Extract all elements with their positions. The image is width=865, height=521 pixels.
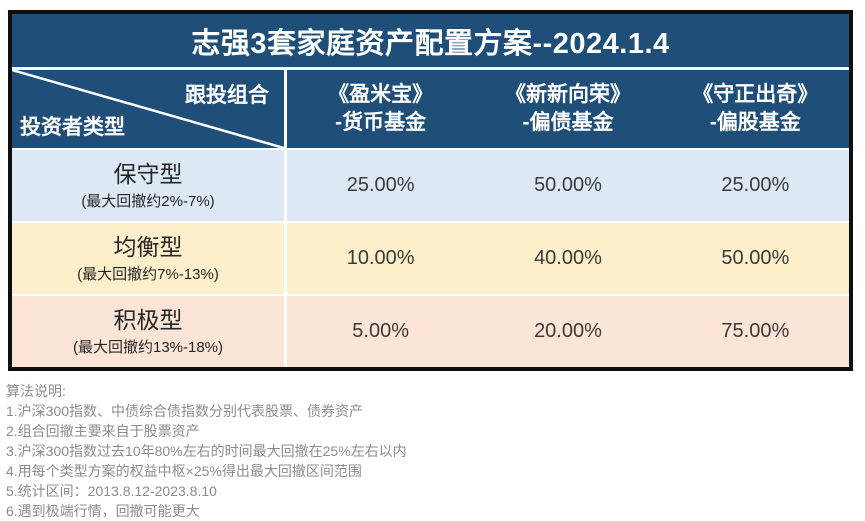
corner-label-portfolio: 跟投组合	[185, 84, 269, 107]
column-header-3: 《守正出奇》 -偏股基金	[662, 70, 849, 148]
corner-label-investor-type: 投资者类型	[20, 116, 125, 139]
diagonal-divider-line	[12, 70, 284, 148]
note-line: 4.用每个类型方案的权益中枢×25%得出最大回撤区间范围	[6, 463, 362, 479]
column-header-1: 《盈米宝》 -货币基金	[287, 70, 474, 148]
allocation-cell: 25.00%	[346, 174, 415, 196]
note-line: 5.统计区间：2013.8.12-2023.8.10	[6, 483, 217, 499]
corner-header-cell: 跟投组合 投资者类型	[12, 70, 287, 148]
asset-allocation-table: 志强3套家庭资产配置方案--2024.1.4 跟投组合 投资者类型 《盈米宝》 …	[8, 10, 853, 371]
risk-type-label: 积极型	[113, 306, 183, 333]
fund-type: -偏债基金	[522, 111, 614, 134]
row-label: 积极型 (最大回撤约13%-18%)	[12, 296, 287, 367]
drawdown-note: (最大回撤约13%-18%)	[72, 338, 224, 356]
allocation-cell: 10.00%	[346, 247, 415, 269]
allocation-cell: 50.00%	[721, 247, 790, 269]
drawdown-note: (最大回撤约2%-7%)	[81, 192, 215, 210]
risk-type-label: 保守型	[113, 160, 183, 187]
allocation-cell: 40.00%	[534, 247, 602, 269]
allocation-cell: 5.00%	[352, 320, 410, 342]
column-header-2: 《新新向荣》 -偏债基金	[474, 70, 661, 148]
allocation-cell: 25.00%	[721, 174, 790, 196]
table-row-balanced: 均衡型 (最大回撤约7%-13%) 10.00% 40.00% 50.00%	[12, 221, 849, 294]
allocation-cell: 50.00%	[534, 174, 602, 196]
fund-type: -偏股基金	[709, 111, 801, 134]
note-line: 3.沪深300指数过去10年80%左右的时间最大回撤在25%左右以内	[6, 443, 407, 459]
fund-name: 《盈米宝》	[328, 83, 434, 106]
note-line: 6.遇到极端行情，回撤可能更大	[6, 503, 200, 519]
table-row-conservative: 保守型 (最大回撤约2%-7%) 25.00% 50.00% 25.00%	[12, 148, 849, 221]
row-label: 保守型 (最大回撤约2%-7%)	[12, 150, 287, 221]
fund-type: -货币基金	[335, 111, 427, 134]
note-line: 2.组合回撤主要来自于股票资产	[6, 423, 200, 439]
notes-section: 算法说明: 1.沪深300指数、中债综合债指数分别代表股票、债券资产 2.组合回…	[6, 381, 407, 521]
drawdown-note: (最大回撤约7%-13%)	[77, 265, 219, 283]
table-header-row: 跟投组合 投资者类型 《盈米宝》 -货币基金 《新新向荣》 -偏债基金 《守正出…	[12, 70, 849, 148]
fund-name: 《守正出奇》	[692, 83, 819, 106]
fund-name: 《新新向荣》	[504, 83, 631, 106]
allocation-cell: 75.00%	[721, 320, 790, 342]
allocation-cell: 20.00%	[534, 320, 602, 342]
row-label: 均衡型 (最大回撤约7%-13%)	[12, 223, 287, 294]
table-row-aggressive: 积极型 (最大回撤约13%-18%) 5.00% 20.00% 75.00%	[12, 294, 849, 367]
notes-heading: 算法说明:	[6, 383, 66, 399]
risk-type-label: 均衡型	[113, 233, 183, 260]
note-line: 1.沪深300指数、中债综合债指数分别代表股票、债券资产	[6, 403, 364, 419]
table-title: 志强3套家庭资产配置方案--2024.1.4	[12, 14, 849, 70]
